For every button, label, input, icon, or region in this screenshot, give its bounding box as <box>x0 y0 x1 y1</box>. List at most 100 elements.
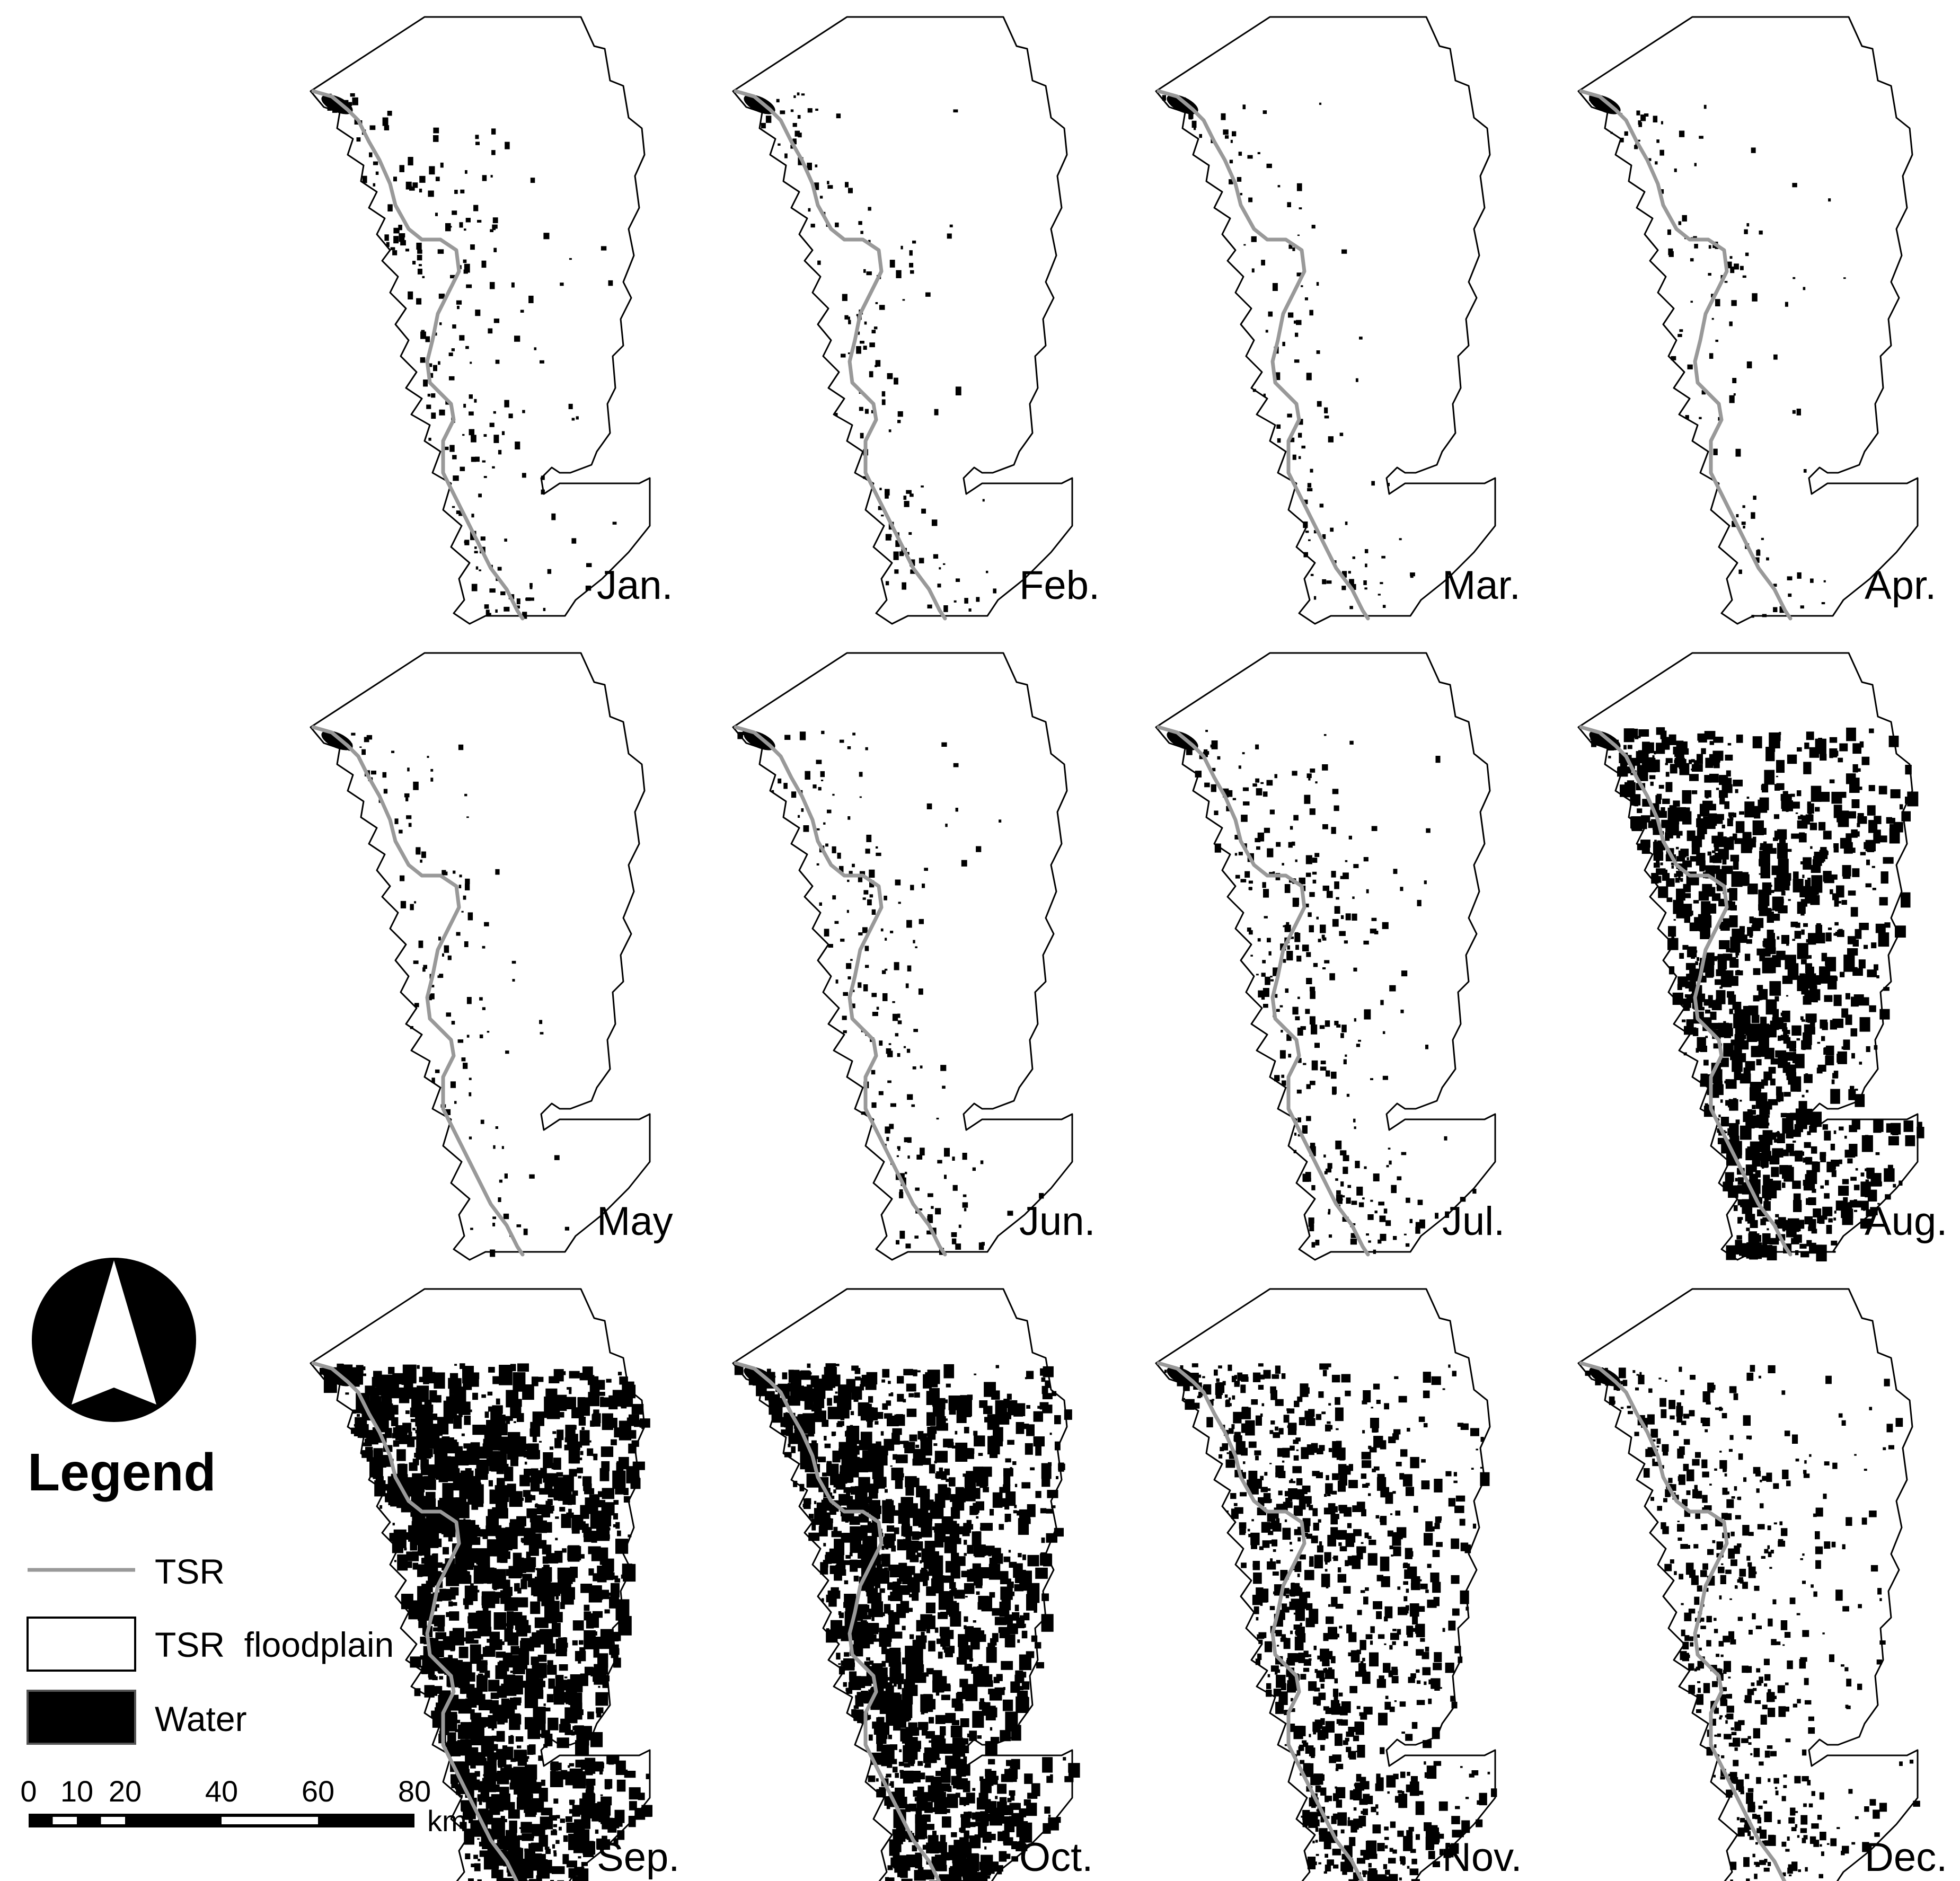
water-patch <box>435 1562 443 1568</box>
water-patch <box>1860 1172 1865 1177</box>
water-patch <box>1671 865 1674 869</box>
water-patch <box>1813 997 1818 1003</box>
water-patch <box>522 1567 526 1573</box>
water-patch <box>1821 854 1825 862</box>
water-patch <box>1707 851 1711 856</box>
water-patch <box>505 1416 513 1421</box>
water-patch <box>847 316 850 320</box>
water-patch <box>814 182 819 190</box>
water-patch <box>461 911 464 913</box>
water-patch <box>1731 300 1737 306</box>
water-patch <box>1761 537 1764 540</box>
water-patch <box>886 1137 889 1141</box>
water-patch <box>1295 944 1299 950</box>
water-patch <box>1846 773 1856 784</box>
water-patch <box>1772 1009 1779 1018</box>
water-patch <box>1275 994 1278 998</box>
water-patch <box>514 1848 524 1861</box>
water-patch <box>1839 743 1848 752</box>
water-patch <box>1340 1198 1343 1201</box>
water-patch <box>593 1453 598 1457</box>
water-patch <box>1693 900 1699 904</box>
water-patch <box>1793 871 1799 879</box>
water-patch <box>1673 800 1680 807</box>
water-patch <box>439 1588 446 1599</box>
water-patch <box>868 207 871 211</box>
water-patch <box>606 1527 611 1531</box>
water-patch <box>885 493 889 499</box>
water-patch <box>871 330 876 333</box>
water-patch <box>910 569 916 574</box>
water-patch <box>504 606 510 612</box>
water-patch <box>577 1447 580 1450</box>
water-patch <box>1880 871 1888 884</box>
water-patch <box>1340 1033 1344 1038</box>
water-patch <box>1252 783 1257 787</box>
water-patch <box>1299 877 1305 885</box>
water-patch <box>1794 1220 1805 1229</box>
water-patch <box>461 1478 465 1483</box>
water-patch <box>1295 932 1299 938</box>
water-patch <box>1684 893 1691 898</box>
water-patch <box>838 1666 845 1675</box>
water-patch <box>544 1859 548 1862</box>
water-patch <box>1235 875 1240 879</box>
water-patch <box>928 1193 933 1197</box>
water-patch <box>852 732 855 736</box>
water-patch <box>1266 780 1273 786</box>
water-patch <box>371 771 376 775</box>
water-patch <box>608 1756 614 1765</box>
water-patch <box>1687 857 1689 861</box>
water-patch <box>899 1231 905 1239</box>
water-patch <box>530 1495 536 1500</box>
water-patch <box>1808 810 1812 815</box>
water-patch <box>919 558 924 563</box>
water-patch <box>416 1388 422 1394</box>
water-patch <box>785 1424 793 1436</box>
water-patch <box>558 1412 564 1418</box>
water-patch <box>1718 1022 1729 1038</box>
water-patch <box>510 1364 516 1372</box>
water-patch <box>951 1232 957 1237</box>
water-patch <box>952 1538 961 1544</box>
water-patch <box>444 1440 457 1454</box>
water-patch <box>1756 1115 1767 1126</box>
water-patch <box>1382 922 1389 929</box>
water-patch <box>1263 889 1269 898</box>
water-patch <box>1214 843 1221 853</box>
water-patch <box>599 1392 605 1396</box>
water-patch <box>478 1859 481 1861</box>
water-patch <box>938 1652 943 1659</box>
water-patch <box>864 1661 870 1668</box>
water-patch <box>612 1390 625 1407</box>
water-patch <box>474 551 478 553</box>
water-patch <box>858 932 863 935</box>
water-patch <box>940 1876 950 1881</box>
water-patch <box>1309 808 1316 815</box>
water-patch <box>887 373 893 379</box>
water-patch <box>373 183 376 187</box>
water-patch <box>743 730 746 735</box>
water-patch <box>1716 814 1724 820</box>
water-patch <box>1035 1491 1041 1498</box>
water-patch <box>456 1562 467 1577</box>
water-patch <box>859 407 863 411</box>
water-patch <box>1687 364 1693 369</box>
water-patch <box>929 1464 935 1474</box>
water-patch <box>490 1427 501 1439</box>
water-patch <box>526 1776 534 1781</box>
water-patch <box>463 895 466 900</box>
water-patch <box>639 1418 650 1428</box>
water-patch <box>488 1847 496 1858</box>
water-patch <box>475 456 480 462</box>
water-patch <box>840 1414 844 1417</box>
water-patch <box>1027 1555 1039 1567</box>
water-patch <box>490 175 493 178</box>
water-patch <box>496 1878 507 1881</box>
water-patch <box>1793 879 1804 893</box>
water-patch <box>351 1427 358 1434</box>
water-patch <box>845 182 849 188</box>
water-patch <box>1843 277 1846 279</box>
water-patch <box>1691 952 1696 959</box>
water-patch <box>1350 1238 1357 1245</box>
